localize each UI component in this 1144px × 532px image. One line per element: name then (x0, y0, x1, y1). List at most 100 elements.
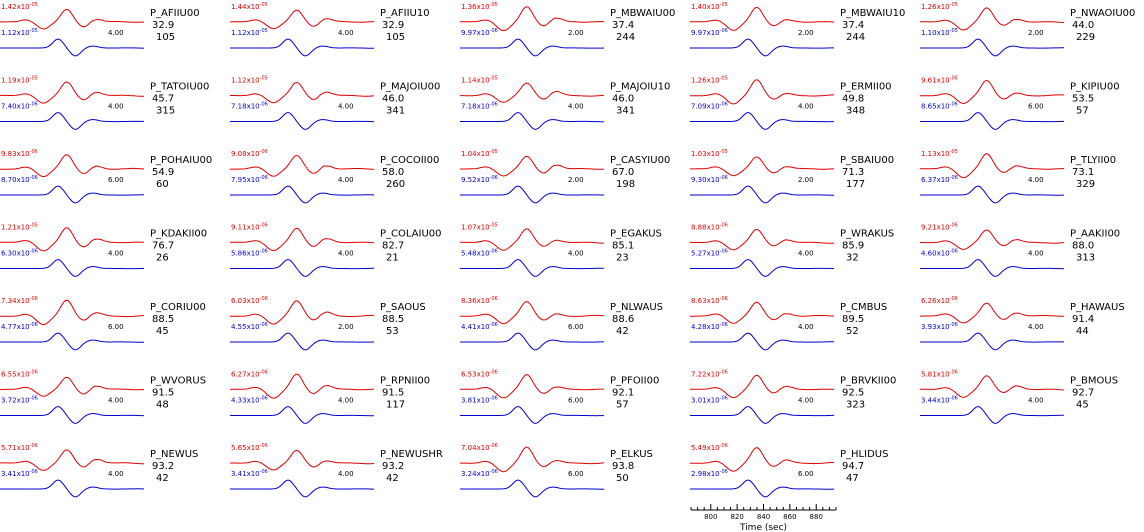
distance-label: 53.5 (1072, 94, 1094, 105)
distance-label: 76.7 (152, 241, 174, 252)
synthetic-amplitude: 8.65x10-06 (921, 102, 958, 111)
synthetic-amplitude: 3.24x10-06 (461, 469, 498, 478)
observed-amplitude: 5.81x10-06 (921, 370, 958, 379)
station-name: P_CMBUS (840, 302, 887, 313)
azimuth-label: 105 (386, 32, 405, 43)
station-name: P_RPNII00 (380, 376, 430, 387)
observed-amplitude: 9.21x10-06 (921, 223, 958, 232)
azimuth-label: 44 (1076, 326, 1089, 337)
observed-waveform (229, 154, 375, 177)
station-name: P_BRVKII00 (840, 376, 896, 387)
time-shift-label: 2.00 (568, 29, 584, 37)
time-axis-title: Time (sec) (739, 523, 787, 532)
synthetic-amplitude: 9.97x10-06 (691, 28, 728, 37)
synthetic-waveform (920, 332, 1065, 351)
synthetic-amplitude: 4.28x10-06 (691, 322, 728, 331)
station-name: P_SBAIU00 (840, 155, 894, 166)
station-name: P_COLAIU00 (380, 229, 442, 240)
observed-waveform (690, 374, 835, 399)
distance-label: 46.0 (382, 94, 404, 105)
observed-amplitude: 7.22x10-06 (691, 370, 728, 379)
observed-amplitude: 1.12x10-05 (231, 76, 268, 85)
station-name: P_KIPIU00 (1070, 82, 1120, 93)
synthetic-amplitude: 7.95x10-06 (231, 175, 268, 184)
distance-label: 85.9 (842, 241, 864, 252)
time-shift-label: 4.00 (108, 250, 124, 258)
distance-label: 92.5 (842, 388, 864, 399)
synthetic-waveform (0, 258, 145, 277)
synthetic-waveform (230, 405, 374, 424)
time-shift-label: 4.00 (338, 176, 354, 184)
observed-amplitude: 1.13x10-05 (921, 149, 958, 158)
observed-amplitude: 1.14x10-05 (461, 76, 498, 85)
time-shift-label: 6.00 (798, 470, 814, 478)
station-name: P_HLIDUS (840, 449, 888, 460)
observed-waveform (230, 373, 375, 399)
synthetic-waveform (230, 332, 374, 351)
observed-amplitude: 1.42x10-05 (1, 2, 38, 11)
distance-label: 92.7 (1072, 388, 1094, 399)
observed-waveform (0, 449, 145, 471)
synthetic-amplitude: 5.86x10-06 (231, 249, 268, 258)
observed-waveform (920, 229, 1065, 250)
station-name: P_NLWAUS (610, 302, 663, 313)
observed-waveform (230, 9, 375, 30)
distance-label: 73.1 (1072, 167, 1094, 178)
azimuth-label: 52 (846, 326, 859, 337)
synthetic-waveform (920, 405, 1064, 424)
time-shift-label: 2.00 (1028, 29, 1044, 37)
time-shift-label: 4.00 (798, 397, 814, 405)
observed-amplitude: 6.27x10-06 (231, 370, 268, 379)
distance-label: 92.1 (612, 388, 634, 399)
station-name: P_TLYII00 (1070, 155, 1116, 166)
observed-amplitude: 1.04x10-05 (461, 149, 498, 158)
synthetic-amplitude: 4.33x10-06 (231, 396, 268, 405)
observed-amplitude: 1.44x10-05 (231, 2, 268, 11)
synthetic-waveform (460, 38, 605, 57)
time-shift-label: 4.00 (108, 470, 124, 478)
station-name: P_PFOII00 (610, 376, 659, 387)
synthetic-amplitude: 9.97x10-06 (461, 28, 498, 37)
station-name: P_AAKII00 (1070, 229, 1120, 240)
synthetic-waveform (0, 405, 144, 424)
station-name: P_MBWAIU10 (840, 8, 905, 19)
observed-waveform (460, 374, 604, 399)
synthetic-amplitude: 9.30x10-06 (691, 175, 728, 184)
observed-waveform (230, 449, 375, 471)
observed-waveform (690, 6, 835, 31)
distance-label: 88.5 (152, 314, 174, 325)
synthetic-amplitude: 7.40x10-06 (1, 102, 38, 111)
synthetic-amplitude: 3.72x10-06 (1, 396, 38, 405)
synthetic-amplitude: 3.81x10-06 (461, 396, 498, 405)
synthetic-waveform (460, 185, 605, 204)
station-name: P_BMOUS (1070, 376, 1118, 387)
azimuth-label: 47 (846, 473, 859, 484)
time-shift-label: 6.00 (568, 470, 584, 478)
observed-waveform (690, 447, 835, 472)
observed-amplitude: 9.11x10-06 (231, 223, 268, 232)
synthetic-waveform (690, 405, 834, 424)
station-name: P_CASYIU00 (610, 155, 670, 166)
distance-label: 94.7 (842, 461, 864, 472)
distance-label: 46.0 (612, 94, 634, 105)
observed-waveform (690, 228, 834, 251)
synthetic-amplitude: 1.10x10-05 (921, 28, 958, 37)
time-shift-label: 6.00 (568, 323, 584, 331)
distance-label: 91.4 (1072, 314, 1094, 325)
observed-waveform (459, 155, 605, 177)
synthetic-waveform (460, 111, 604, 130)
observed-amplitude: 1.07x10-05 (461, 223, 498, 232)
distance-label: 85.1 (612, 241, 634, 252)
time-shift-label: 2.00 (798, 176, 814, 184)
azimuth-label: 348 (846, 106, 865, 117)
synthetic-waveform (460, 405, 605, 424)
station-name: P_ELKUS (610, 449, 653, 460)
distance-label: 88.6 (612, 314, 634, 325)
distance-label: 49.8 (842, 94, 864, 105)
observed-amplitude: 6.03x10-06 (231, 296, 268, 305)
azimuth-label: 244 (616, 32, 635, 43)
observed-amplitude: 6.26x10-06 (921, 296, 958, 305)
synthetic-amplitude: 3.44x10-06 (921, 396, 958, 405)
azimuth-label: 313 (1076, 253, 1095, 264)
observed-amplitude: 9.61x10-06 (921, 76, 958, 85)
